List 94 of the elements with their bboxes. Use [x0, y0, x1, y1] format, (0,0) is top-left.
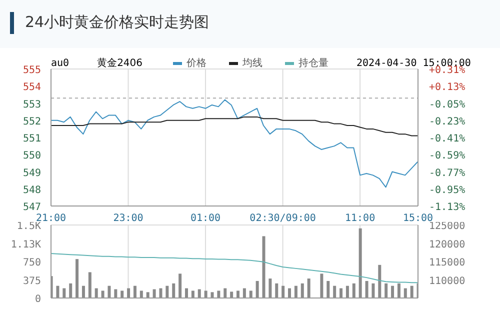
bar [288, 288, 292, 298]
y2-tick-label: 110000 [429, 276, 466, 287]
bar [146, 292, 150, 298]
bar [224, 288, 227, 298]
line-series [51, 252, 418, 284]
y2-tick-label: -0.59% [429, 150, 466, 162]
bar [198, 289, 201, 298]
y-tick-label: 554 [22, 82, 41, 94]
bar [320, 274, 324, 298]
y2-tick-label: 115000 [429, 258, 466, 268]
line-series [51, 99, 418, 188]
y-tick-label: 552 [22, 116, 41, 128]
y2-tick-label: +0.13% [429, 82, 466, 94]
legend-label: 持仓量 [298, 56, 329, 70]
bar [191, 290, 194, 298]
legend-label: 均线 [242, 56, 263, 70]
bar [384, 283, 388, 298]
bar [76, 259, 79, 298]
y2-tick-label: -1.13% [429, 202, 466, 213]
bar [56, 286, 60, 298]
bar [133, 286, 136, 298]
x-tick-label: 02:30/09:00 [250, 213, 316, 224]
bar [372, 283, 375, 298]
annotation: 黄金2406 [97, 56, 143, 70]
bar [127, 288, 130, 298]
bar [88, 272, 92, 298]
bar [256, 280, 259, 298]
chart-title: 24小时黄金价格实时走势图 [25, 13, 210, 32]
y-tick-label: 1.5K [16, 221, 41, 232]
x-tick-label: 01:00 [190, 213, 221, 224]
y-tick-label: 548 [22, 184, 41, 196]
bar [140, 290, 143, 298]
bar [120, 290, 124, 298]
bar [62, 288, 66, 298]
bar [282, 286, 285, 298]
bar [300, 283, 304, 298]
bar [268, 278, 272, 298]
bar [262, 236, 266, 298]
bar [184, 288, 188, 298]
bar [101, 290, 104, 298]
y-tick-label: 0 [34, 294, 41, 305]
y-tick-label: 555 [22, 65, 41, 76]
line-series [51, 116, 418, 136]
x-tick-label: 11:00 [345, 213, 376, 224]
bar [69, 283, 72, 298]
y-tick-label: 750 [22, 258, 41, 268]
bar [152, 289, 156, 298]
y2-tick-label: -0.05% [429, 99, 466, 110]
bar [365, 280, 368, 298]
x-tick-label: 23:00 [113, 213, 144, 224]
legend-label: 价格 [186, 56, 207, 70]
bar [249, 290, 252, 298]
bar [166, 286, 169, 298]
bar [294, 286, 298, 298]
bar [340, 288, 343, 298]
bar [172, 283, 176, 298]
bar [159, 288, 162, 298]
bar [326, 280, 330, 298]
bar [94, 288, 98, 298]
bar [358, 228, 362, 298]
bar [404, 288, 407, 298]
bar [391, 286, 394, 298]
y2-tick-label: -0.41% [429, 134, 466, 144]
text: au0 [51, 58, 70, 68]
bar [346, 286, 349, 298]
bar [217, 290, 220, 298]
bar [333, 286, 336, 298]
bar [204, 290, 208, 298]
bar [242, 288, 246, 298]
bar [82, 286, 85, 298]
bar [114, 289, 118, 298]
y2-tick-label: -0.95% [429, 184, 466, 196]
y-tick-label: 547 [22, 202, 41, 213]
y2-tick-label: 120000 [429, 239, 466, 250]
y-tick-label: 549 [22, 168, 41, 179]
y-tick-label: 551 [22, 134, 41, 144]
y-tick-label: 550 [22, 150, 41, 162]
bar [275, 283, 278, 298]
bar [210, 292, 214, 298]
bar [410, 286, 414, 298]
bar [397, 283, 400, 298]
y-tick-label: 375 [22, 276, 41, 287]
y2-tick-label: -0.77% [429, 168, 466, 179]
bar [378, 264, 382, 298]
bar [236, 290, 240, 298]
y-tick-label: 553 [22, 99, 41, 110]
bar [178, 274, 182, 298]
bar [108, 286, 111, 298]
bar [352, 283, 356, 298]
y2-tick-label: -0.23% [429, 116, 466, 128]
y-tick-label: 1.13K [10, 239, 41, 250]
bar [307, 278, 310, 298]
bar [230, 292, 234, 298]
y2-tick-label: +0.31% [429, 65, 466, 76]
